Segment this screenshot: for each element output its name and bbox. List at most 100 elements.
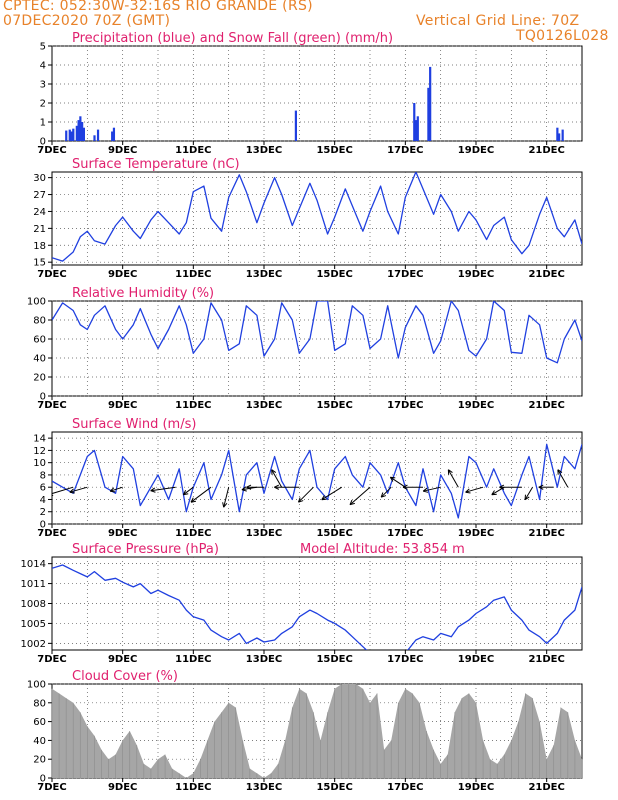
- precip-bar: [93, 135, 96, 141]
- precip-bar: [429, 66, 432, 141]
- humidity-xtick-label: 17DEC: [387, 400, 423, 411]
- cloud-xtick-label: 13DEC: [246, 782, 282, 793]
- precip-bar: [79, 116, 82, 141]
- wind-arrow: [349, 486, 371, 506]
- wind-ytick-label: 14: [33, 434, 46, 445]
- humidity-ytick-label: 40: [33, 354, 46, 365]
- cloud-xtick-label: 9DEC: [108, 782, 137, 793]
- temp-frame: [51, 171, 583, 266]
- cloud-ytick-label: 100: [27, 680, 46, 691]
- temp-line: [52, 172, 582, 262]
- wind-arrow: [524, 486, 533, 501]
- pressure-ytick-label: 1011: [21, 579, 46, 590]
- pressure-ytick-label: 1002: [21, 639, 46, 650]
- precip-bar: [556, 127, 559, 141]
- temp-ytick-label: 24: [33, 207, 46, 218]
- wind-ytick-label: 8: [40, 470, 46, 481]
- pressure-subtitle: Model Altitude: 53.854 m: [300, 542, 465, 557]
- temp-xtick-label: 17DEC: [387, 269, 423, 280]
- wind-arrow: [465, 486, 484, 494]
- temp-title: Surface Temperature (nC): [72, 157, 240, 172]
- cloud-xtick-label: 15DEC: [316, 782, 352, 793]
- cloud-cover-area: [52, 684, 582, 778]
- temp-panel: 15 18 21 24 27 30 7DEC 9DEC 11DEC 13DEC 15DEC 17DEC…: [33, 157, 583, 280]
- wind-series: [52, 443, 582, 519]
- precip-xtick-label: 21DEC: [528, 145, 564, 156]
- pressure-xtick-label: 9DEC: [108, 654, 137, 665]
- precip-bar: [75, 125, 78, 141]
- temp-xtick-label: 21DEC: [528, 269, 564, 280]
- temp-xtick-label: 15DEC: [316, 269, 352, 280]
- run-date: 07DEC2020 70Z (GMT): [3, 13, 171, 29]
- humidity-xtick-label: 19DEC: [458, 400, 494, 411]
- precip-xtick-label: 11DEC: [175, 145, 211, 156]
- precip-bar: [416, 116, 419, 141]
- wind-arrow: [52, 486, 74, 496]
- precip-frame: [51, 45, 583, 142]
- precip-bar: [112, 127, 116, 141]
- pressure-title: Surface Pressure (hPa): [72, 542, 219, 557]
- precip-xtick-label: 15DEC: [316, 145, 352, 156]
- precip-xtick-label: 7DEC: [37, 145, 66, 156]
- pressure-xtick-label: 13DEC: [246, 654, 282, 665]
- precip-xtick-label: 17DEC: [387, 145, 423, 156]
- humidity-ytick-label: 60: [33, 335, 46, 346]
- pressure-ytick-label: 1014: [21, 559, 46, 570]
- wind-arrow: [557, 469, 569, 488]
- temp-xtick-label: 7DEC: [37, 269, 66, 280]
- pressure-line: [52, 564, 582, 650]
- precip-ytick-label: 5: [40, 42, 46, 53]
- temp-xtick-label: 9DEC: [108, 269, 137, 280]
- precip-bar: [294, 110, 297, 141]
- humidity-ytick-label: 20: [33, 373, 46, 384]
- temp-xtick-label: 19DEC: [458, 269, 494, 280]
- cloud-title: Cloud Cover (%): [72, 669, 178, 684]
- temp-xtick-label: 11DEC: [175, 269, 211, 280]
- precip-bar: [68, 129, 71, 141]
- wind-ytick-label: 4: [40, 495, 46, 506]
- precip-title: Precipitation (blue) and Snow Fall (gree…: [72, 31, 393, 46]
- precip-bar: [65, 130, 68, 141]
- humidity-ytick-label: 100: [27, 297, 46, 308]
- precip-bar: [413, 103, 416, 141]
- cloud-panel: 0 20 40 60 80 100 7DEC 9DEC 11DEC 13DEC 15DEC 17DEC…: [27, 669, 583, 793]
- wind-arrow: [297, 486, 314, 503]
- wind-xtick-label: 13DEC: [246, 528, 282, 539]
- wind-arrow: [246, 484, 264, 490]
- precip-bar: [81, 122, 84, 141]
- pressure-xtick-label: 21DEC: [528, 654, 564, 665]
- wind-arrow: [380, 486, 392, 498]
- model-code: TQ0126L028: [516, 28, 609, 44]
- wind-line: [52, 443, 582, 519]
- humidity-series: [52, 301, 582, 364]
- precip-bar: [561, 129, 564, 141]
- wind-arrow: [182, 486, 194, 496]
- cloud-ytick-label: 40: [33, 736, 46, 747]
- precip-bar: [70, 131, 73, 141]
- humidity-xtick-label: 15DEC: [316, 400, 352, 411]
- humidity-panel: 0 20 40 60 80 100 7DEC 9DEC 11DEC 13DEC 15DEC 17DEC…: [27, 286, 583, 411]
- humidity-title: Relative Humidity (%): [72, 286, 214, 301]
- wind-arrow: [389, 476, 406, 488]
- humidity-xtick-label: 21DEC: [528, 400, 564, 411]
- humidity-xtick-label: 13DEC: [246, 400, 282, 411]
- wind-arrow: [150, 486, 176, 493]
- pressure-panel: 1002 1005 1008 1011 1014 7DEC 9DEC 11DEC 13DEC 15…: [21, 542, 583, 665]
- temp-series: [52, 172, 582, 262]
- humidity-ytick-label: 0: [40, 392, 46, 403]
- precip-bar: [77, 120, 80, 141]
- wind-title: Surface Wind (m/s): [72, 417, 196, 432]
- wind-ytick-label: 0: [40, 520, 46, 531]
- wind-xtick-label: 11DEC: [175, 528, 211, 539]
- pressure-series: [52, 564, 582, 650]
- cloud-ytick-label: 60: [33, 717, 46, 728]
- temp-ytick-label: 15: [33, 258, 46, 269]
- wind-xtick-label: 19DEC: [458, 528, 494, 539]
- wind-arrow: [402, 484, 423, 490]
- wind-xtick-label: 7DEC: [37, 528, 66, 539]
- wind-xtick-label: 15DEC: [316, 528, 352, 539]
- wind-arrow: [190, 486, 212, 503]
- wind-arrow: [538, 484, 554, 490]
- precip-bar: [72, 128, 75, 141]
- precip-bar: [414, 120, 418, 141]
